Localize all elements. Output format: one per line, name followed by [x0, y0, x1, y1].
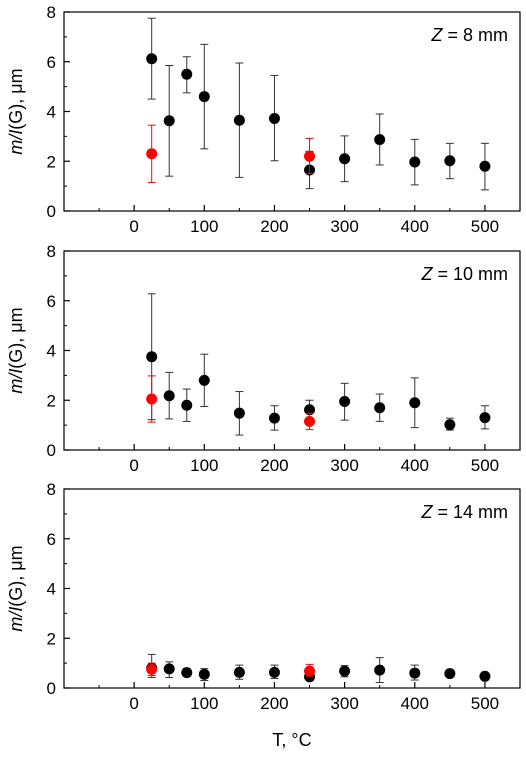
data-point: [374, 134, 386, 146]
data-point: [304, 665, 316, 677]
y-tick-label: 2: [47, 391, 56, 410]
series-black: [146, 653, 491, 684]
data-point: [304, 150, 316, 162]
data-point: [444, 419, 456, 431]
data-point: [304, 415, 316, 427]
x-tick-label: 0: [129, 217, 138, 236]
y-axis-label: m/I(G), μm: [6, 307, 26, 393]
x-tick-label: 500: [471, 217, 499, 236]
x-tick-label: 200: [260, 694, 288, 713]
x-tick-label: 300: [330, 694, 358, 713]
data-point: [444, 668, 456, 680]
data-point: [233, 114, 245, 126]
panel-annotation: Z = 8 mm: [430, 25, 508, 45]
series-red: [146, 662, 316, 677]
data-point: [146, 351, 158, 363]
data-point: [479, 160, 491, 172]
data-point: [163, 115, 175, 127]
x-tick-label: 400: [401, 456, 429, 475]
data-point: [198, 91, 210, 103]
data-point: [374, 402, 386, 414]
data-point: [146, 663, 158, 675]
data-point: [409, 667, 421, 679]
data-point: [268, 666, 280, 678]
x-tick-label: 500: [471, 694, 499, 713]
panel-annotation: Z = 10 mm: [420, 264, 508, 284]
x-tick-label: 400: [401, 217, 429, 236]
x-axis-label: T, °C: [272, 730, 311, 750]
x-tick-label: 400: [401, 694, 429, 713]
x-tick-label: 100: [190, 456, 218, 475]
data-point: [198, 668, 210, 680]
y-tick-label: 2: [47, 629, 56, 648]
data-point: [339, 665, 351, 677]
x-tick-label: 0: [129, 456, 138, 475]
x-tick-label: 300: [330, 217, 358, 236]
data-point: [479, 670, 491, 682]
series-red: [146, 124, 316, 183]
data-point: [146, 53, 158, 65]
data-point: [268, 112, 280, 124]
y-tick-label: 6: [47, 53, 56, 72]
x-tick-label: 0: [129, 694, 138, 713]
y-axis-label: m/I(G), μm: [6, 68, 26, 154]
y-tick-label: 6: [47, 530, 56, 549]
y-tick-label: 8: [47, 3, 56, 22]
data-point: [374, 664, 386, 676]
data-point: [181, 399, 193, 411]
data-point: [409, 156, 421, 168]
y-tick-label: 4: [47, 580, 56, 599]
y-tick-label: 0: [47, 441, 56, 460]
y-axis-label: m/I(G), μm: [6, 545, 26, 631]
data-point: [233, 666, 245, 678]
data-point: [181, 68, 193, 80]
y-tick-label: 0: [47, 679, 56, 698]
y-tick-label: 4: [47, 342, 56, 361]
y-tick-label: 2: [47, 152, 56, 171]
data-point: [146, 148, 158, 160]
series-black: [146, 17, 491, 191]
data-point: [339, 395, 351, 407]
y-tick-label: 8: [47, 242, 56, 261]
data-point: [146, 393, 158, 405]
data-point: [163, 663, 175, 675]
data-point: [233, 407, 245, 419]
series-red: [146, 375, 316, 431]
x-tick-label: 200: [260, 217, 288, 236]
data-point: [409, 397, 421, 409]
y-tick-label: 0: [47, 202, 56, 221]
data-point: [339, 153, 351, 165]
data-point: [181, 667, 193, 679]
x-tick-label: 500: [471, 456, 499, 475]
data-point: [304, 404, 316, 416]
data-point: [444, 155, 456, 167]
panel-1: 0 2 4 6 8 0 100 200 300 400 500 Z = 8 mm m/I(G), μm: [6, 3, 521, 236]
x-tick-label: 100: [190, 217, 218, 236]
x-tick-label: 200: [260, 456, 288, 475]
data-point: [198, 374, 210, 386]
data-point: [163, 390, 175, 402]
series-black: [146, 293, 491, 436]
y-tick-label: 8: [47, 480, 56, 499]
panel-annotation: Z = 14 mm: [420, 502, 508, 522]
y-tick-label: 6: [47, 292, 56, 311]
data-point: [268, 412, 280, 424]
y-tick-label: 4: [47, 103, 56, 122]
x-tick-label: 100: [190, 694, 218, 713]
x-tick-label: 300: [330, 456, 358, 475]
panel-3: 0 2 4 6 8 0 100 200 300 400 500 Z = 14 mm m/I(G), μm…: [6, 480, 521, 750]
panel-2: 0 2 4 6 8 0 100 200 300 400 500 Z = 10 mm m/I(G), μm: [6, 242, 521, 475]
data-point: [479, 412, 491, 424]
